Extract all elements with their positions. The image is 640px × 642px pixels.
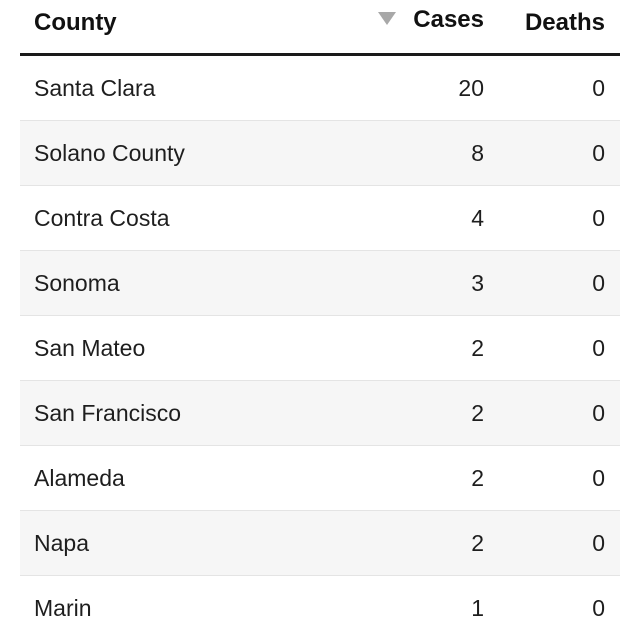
table-row: Contra Costa 4 0: [20, 186, 620, 251]
cell-county: Solano County: [34, 140, 185, 166]
column-header-cases[interactable]: Cases: [413, 6, 484, 33]
cell-deaths: 0: [592, 140, 605, 166]
column-header-county[interactable]: County: [34, 9, 117, 36]
cell-cases: 1: [471, 595, 484, 621]
table-row: Marin 1 0: [20, 576, 620, 641]
cell-cases: 3: [471, 270, 484, 296]
cell-deaths: 0: [592, 335, 605, 361]
cell-deaths: 0: [592, 400, 605, 426]
cell-deaths: 0: [592, 465, 605, 491]
cell-deaths: 0: [592, 270, 605, 296]
table-header: County Cases Deaths: [20, 0, 620, 56]
cell-cases: 8: [471, 140, 484, 166]
cell-county: Sonoma: [34, 270, 120, 296]
cell-county: Santa Clara: [34, 75, 156, 101]
cell-county: San Francisco: [34, 400, 182, 426]
cell-cases: 2: [471, 335, 484, 361]
cell-cases: 20: [458, 75, 484, 101]
cell-county: Contra Costa: [34, 205, 170, 231]
table-row: Alameda 2 0: [20, 446, 620, 511]
table-row: Solano County 8 0: [20, 121, 620, 186]
table-row: Napa 2 0: [20, 511, 620, 576]
table-row: Santa Clara 20 0: [20, 56, 620, 121]
cell-county: Marin: [34, 595, 92, 621]
cell-county: Napa: [34, 530, 89, 556]
table-row: San Mateo 2 0: [20, 316, 620, 381]
table-row: San Francisco 2 0: [20, 381, 620, 446]
sort-desc-icon[interactable]: [378, 12, 396, 25]
cell-deaths: 0: [592, 530, 605, 556]
cell-county: San Mateo: [34, 335, 146, 361]
cell-cases: 2: [471, 530, 484, 556]
cell-deaths: 0: [592, 75, 605, 101]
cell-cases: 4: [471, 205, 484, 231]
cell-cases: 2: [471, 400, 484, 426]
cell-county: Alameda: [34, 465, 125, 491]
column-header-deaths[interactable]: Deaths: [524, 9, 605, 36]
table-body: Santa Clara 20 0 Solano County 8 0 Contra Cost…: [20, 56, 620, 641]
cell-cases: 2: [471, 465, 484, 491]
cell-deaths: 0: [592, 595, 605, 621]
table-row: Sonoma 3 0: [20, 251, 620, 316]
cell-deaths: 0: [592, 205, 605, 231]
